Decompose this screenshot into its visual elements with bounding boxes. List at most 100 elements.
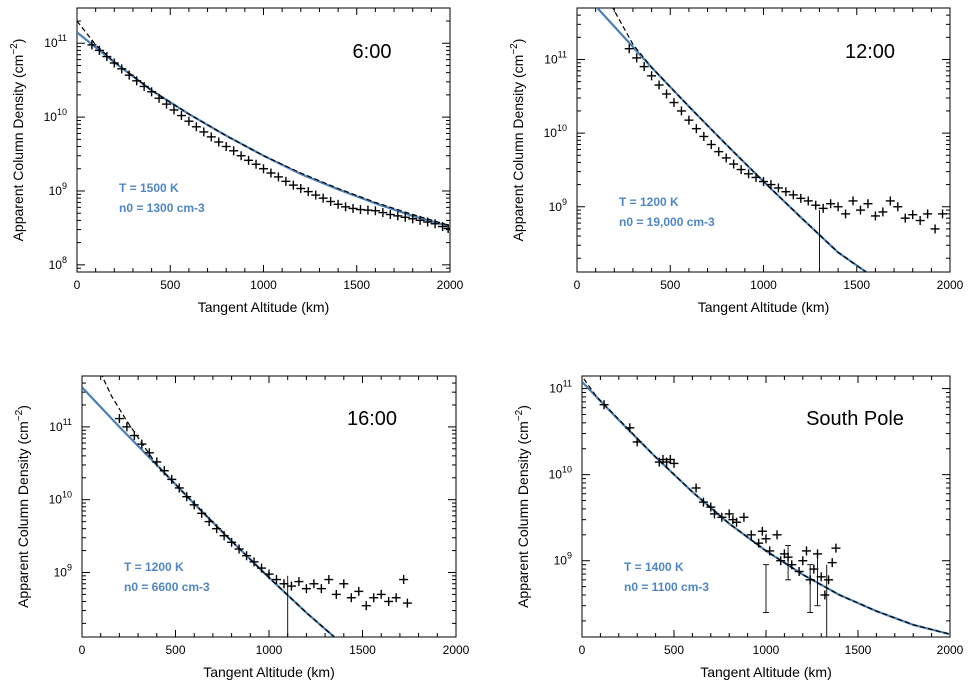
data-point [841, 209, 851, 219]
plot-frame [76, 7, 451, 273]
data-point [346, 593, 356, 603]
fit-parameters-annotation: T = 1200 K n0 = 6600 cm-3 [124, 560, 210, 594]
data-point [303, 187, 313, 197]
data-point [805, 575, 815, 585]
x-tick-label: 1000 [256, 643, 283, 657]
data-point [137, 439, 147, 449]
data-point [766, 180, 776, 190]
y-axis-label: Apparent Column Density (cm−2) [14, 405, 31, 608]
data-point [301, 584, 311, 594]
x-tick-label: 2000 [937, 278, 964, 292]
y-tick-label: 1011 [549, 379, 572, 396]
data-point [813, 549, 823, 559]
data-point [139, 81, 149, 91]
data-point [900, 213, 910, 223]
data-point [311, 190, 321, 200]
data-point [236, 151, 246, 161]
x-axis-label: Tangent Altitude (km) [198, 299, 330, 315]
y-tick-label: 1010 [49, 490, 72, 507]
data-point [923, 209, 933, 219]
y-tick-label: 1010 [44, 107, 67, 124]
data-point [781, 187, 791, 197]
data-point [691, 483, 701, 493]
density-label: n0 = 19,000 cm-3 [619, 215, 715, 229]
data-point [787, 560, 797, 570]
data-point [430, 219, 440, 229]
panel-title: 16:00 [347, 408, 397, 430]
data-point [242, 551, 252, 561]
data-point [369, 593, 379, 603]
data-point [339, 579, 349, 589]
data-point [154, 93, 164, 103]
temperature-label: T = 1200 K [619, 195, 679, 209]
data-point [669, 458, 679, 468]
panel-title: 12:00 [845, 41, 895, 63]
y-tick-label: 1010 [544, 123, 567, 140]
data-point [385, 210, 395, 220]
data-point [744, 169, 754, 179]
data-point [833, 202, 843, 212]
data-point [147, 87, 157, 97]
chart-panel-4: 0 500 1000 1500 2000 109 1010 1011 Tangent Altit… [514, 375, 964, 680]
data-point [132, 76, 142, 86]
data-point [639, 62, 649, 72]
data-point [415, 215, 425, 225]
data-point [249, 557, 259, 567]
data-layer [582, 378, 950, 637]
data-point [94, 45, 104, 55]
data-point [167, 474, 177, 484]
y-tick-label: 109 [54, 562, 72, 579]
data-point [599, 400, 609, 410]
data-point [318, 193, 328, 203]
x-tick-label: 2000 [937, 643, 964, 657]
fit-curve-dashed-line [77, 20, 450, 227]
y-tick-label: 1011 [49, 417, 72, 434]
y-tick-label: 1010 [549, 465, 572, 482]
data-point [184, 116, 194, 126]
data-point [798, 556, 808, 566]
data-point [199, 127, 209, 137]
data-point [324, 575, 334, 585]
data-point [816, 572, 826, 582]
data-point [717, 512, 727, 522]
data-point [257, 563, 267, 573]
data-point [214, 137, 224, 147]
x-tick-label: 0 [79, 643, 86, 657]
data-point [114, 414, 124, 424]
density-label: n0 = 6600 cm-3 [124, 580, 210, 594]
data-point [191, 122, 201, 132]
data-point [855, 205, 865, 215]
data-point [361, 601, 371, 611]
x-tick-label: 2000 [437, 278, 464, 292]
y-axis-label: Apparent Column Density (cm−2) [514, 405, 531, 608]
data-point [399, 575, 409, 585]
data-point [893, 202, 903, 212]
data-point [212, 524, 222, 534]
data-point [676, 106, 686, 116]
fit-parameters-annotation: T = 1200 K n0 = 19,000 cm-3 [619, 195, 715, 229]
data-point [801, 546, 811, 556]
data-point [144, 448, 154, 458]
y-tick-label: 109 [49, 181, 67, 198]
x-tick-label: 2000 [443, 643, 470, 657]
data-point [647, 71, 657, 81]
data-point [219, 531, 229, 541]
data-point [773, 183, 783, 193]
data-point [669, 98, 679, 108]
x-tick-label: 500 [664, 643, 684, 657]
y-axis-label: Apparent Column Density (cm−2) [9, 39, 26, 242]
fit-parameters-annotation: T = 1400 K n0 = 1100 cm-3 [624, 560, 709, 594]
fit-parameters-annotation: T = 1500 K n0 = 1300 cm-3 [119, 181, 205, 215]
data-point [109, 58, 119, 68]
x-axis-label: Tangent Altitude (km) [700, 664, 832, 680]
data-point [129, 431, 139, 441]
panel-title: 6:00 [353, 41, 392, 63]
model-curve-line [82, 386, 336, 637]
fit-curve-dashed-line [101, 376, 336, 637]
data-point [384, 596, 394, 606]
data-point [197, 508, 207, 518]
data-point [684, 115, 694, 125]
data-point [391, 593, 401, 603]
data-point [818, 203, 828, 213]
